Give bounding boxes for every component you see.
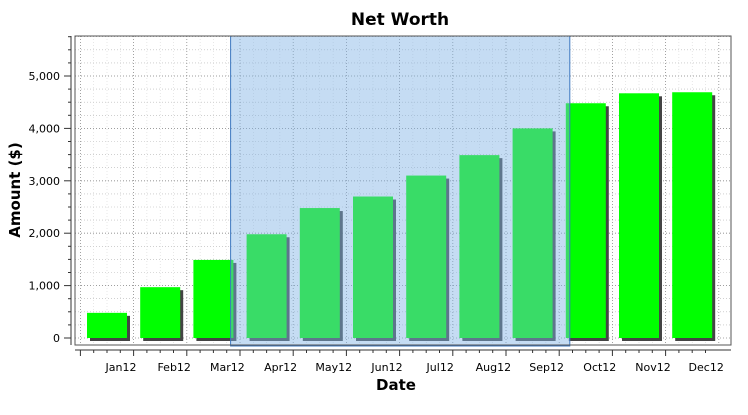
x-tick-label: Mar12 — [210, 361, 245, 374]
x-tick-label: Sep12 — [529, 361, 564, 374]
x-tick-label: Oct12 — [583, 361, 616, 374]
bar — [512, 128, 553, 338]
y-tick-label: 1,000 — [29, 280, 61, 293]
y-tick-label: 4,000 — [29, 122, 61, 135]
x-axis-label: Date — [376, 376, 416, 394]
x-tick-label: Jun12 — [370, 361, 402, 374]
y-tick-label: 5,000 — [29, 70, 61, 83]
chart-title: Net Worth — [351, 10, 449, 30]
bar — [459, 155, 500, 338]
bar — [193, 259, 234, 338]
bar — [87, 312, 127, 338]
plot-area: 0 1,000 2,000 3,000 4,000 5,000 Jan12 Feb12 Mar1… — [29, 35, 732, 374]
bar — [353, 196, 393, 338]
bar — [672, 92, 713, 338]
bar — [299, 208, 340, 338]
bar — [565, 103, 606, 338]
y-tick-label: 0 — [53, 332, 60, 345]
y-tick-label: 3,000 — [29, 175, 61, 188]
bar — [140, 287, 181, 338]
x-tick-label: Aug12 — [476, 361, 511, 374]
y-tick-label: 2,000 — [29, 227, 61, 240]
x-tick-label: Feb12 — [157, 361, 190, 374]
x-tick-label: Jan12 — [105, 361, 137, 374]
x-tick-label: Apr12 — [264, 361, 297, 374]
plot-frame — [74, 35, 732, 346]
x-tick-label: Jul12 — [426, 361, 454, 374]
bar — [406, 175, 447, 338]
bar — [246, 234, 287, 338]
x-tick-label: Nov12 — [635, 361, 670, 374]
bar — [619, 93, 659, 339]
x-tick-label: May12 — [315, 361, 352, 374]
y-axis-label: Amount ($) — [6, 142, 24, 237]
x-tick-label: Dec12 — [689, 361, 724, 374]
selection-overlay — [230, 35, 571, 347]
